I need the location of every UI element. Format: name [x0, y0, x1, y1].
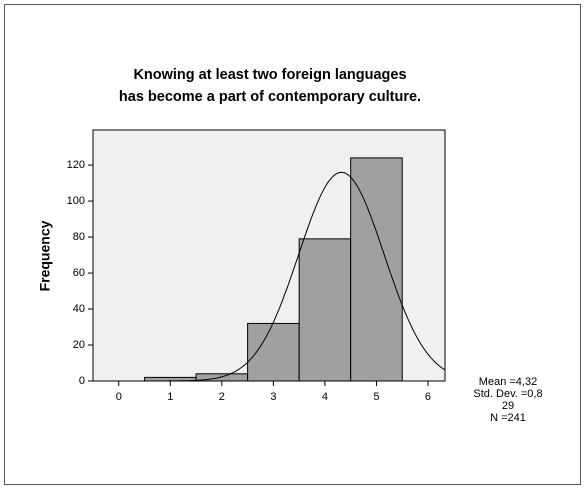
x-tick-label: 4 — [322, 391, 328, 403]
y-tick-label: 120 — [67, 159, 85, 171]
stat-mean: Mean =4,32 — [478, 376, 538, 388]
y-axis-label: Frequency — [37, 220, 53, 291]
chart-title: has become a part of contemporary cultur… — [119, 89, 421, 105]
chart-title: Knowing at least two foreign languages — [133, 67, 406, 83]
x-tick-label: 6 — [425, 391, 431, 403]
y-tick-label: 80 — [73, 231, 85, 243]
stat-n: N =241 — [490, 412, 526, 424]
frame — [4, 4, 581, 485]
bar — [298, 238, 352, 382]
y-tick-label: 40 — [73, 303, 85, 315]
stats-box: Mean =4,32 Std. Dev. =0,829 N =241 — [472, 376, 544, 424]
y-tick-label: 0 — [79, 375, 85, 387]
y-tick-label: 100 — [67, 195, 85, 207]
y-tick-label: 20 — [73, 339, 85, 351]
x-tick-label: 1 — [167, 391, 173, 403]
bar — [247, 322, 300, 382]
y-tick-label: 60 — [73, 267, 85, 279]
plot-border — [92, 129, 446, 382]
x-tick-label: 5 — [373, 391, 379, 403]
x-tick-label: 3 — [270, 391, 276, 403]
bar — [350, 157, 403, 382]
x-tick-label: 2 — [219, 391, 225, 403]
stat-std: Std. Dev. =0,829 — [473, 388, 543, 412]
x-tick-label: 0 — [116, 391, 122, 403]
